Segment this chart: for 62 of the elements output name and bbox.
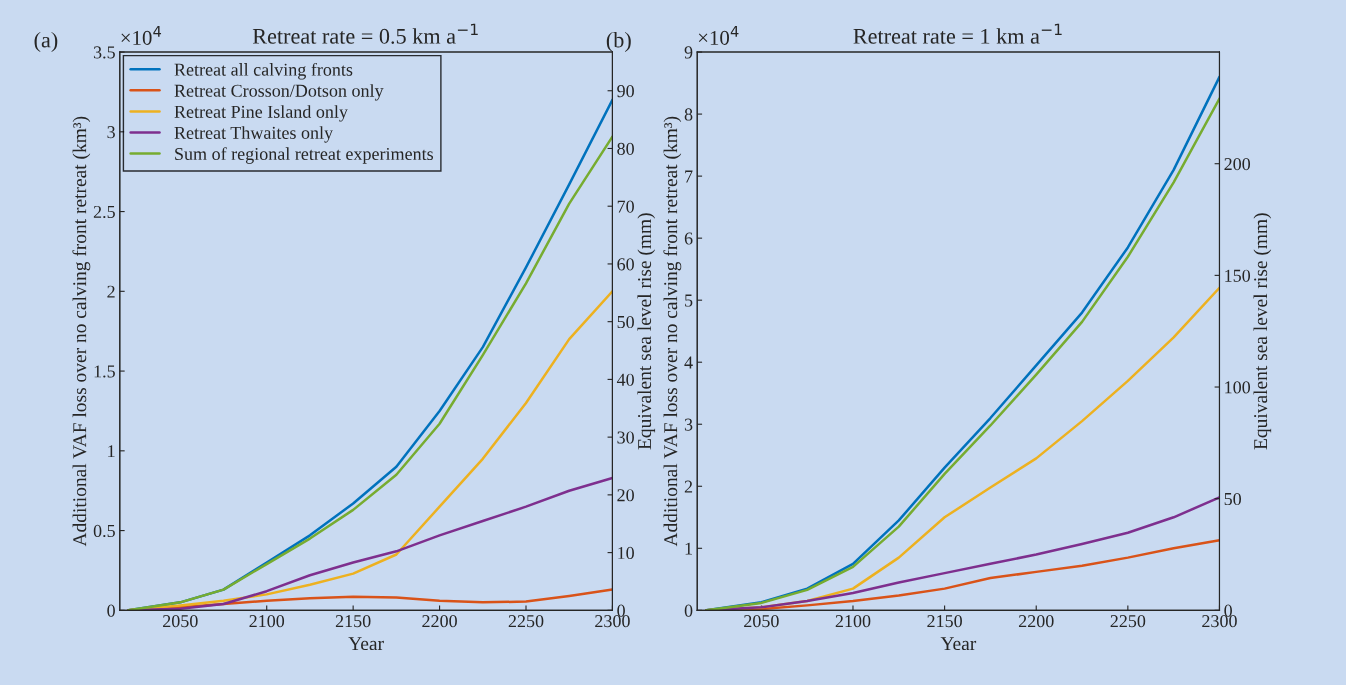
y-tick-label: 5 [685, 294, 693, 307]
x-tick-label: 2300 [1202, 615, 1237, 628]
text: ×10$^{4}$ [698, 26, 739, 45]
x-tick-label: 2150 [927, 615, 962, 628]
x-tick-label: 2250 [1110, 615, 1146, 628]
y-tick-label: 0 [107, 604, 115, 617]
y-tick-label: 9 [684, 46, 693, 59]
y2-axis-title: Equivalent sea level rise (mm) [637, 213, 656, 450]
chart-title: Retreat rate = 0.5 km a$^{−1}$ [252, 23, 478, 44]
x-tick-label: 2200 [422, 615, 457, 628]
x-tick-label: 2050 [163, 615, 198, 628]
y-tick-label: 0 [684, 604, 693, 617]
x-tick-label: 2300 [595, 615, 630, 628]
legend-label: Retreat Crosson/Dotson only [174, 84, 384, 101]
y-tick-label: 6 [684, 232, 693, 245]
y-tick-label: 0.5 [93, 524, 115, 538]
y2-tick-label: 10 [618, 546, 634, 560]
y-tick-label: 3.5 [93, 46, 115, 59]
legend-label: Retreat all calving fronts [174, 62, 353, 80]
y2-tick-label: 70 [617, 200, 634, 213]
y2-axis-title: Equivalent sea level rise (mm) [1253, 213, 1272, 450]
chart-title: Retreat rate = 1 km a$^{−1}$ [853, 23, 1062, 44]
y-tick-label: 7 [685, 170, 693, 183]
x-tick-label: 2150 [335, 615, 371, 628]
y-tick-label: 2 [107, 285, 115, 298]
x-tick-label: 2100 [249, 615, 285, 628]
y-axis-title: Additional VAF loss over no calving front retreat (km³) [663, 116, 682, 547]
y-tick-label: 2 [684, 480, 693, 493]
y2-tick-label: 60 [617, 258, 634, 271]
y2-tick-label: 0 [617, 604, 625, 617]
x-tick-label: 2050 [744, 615, 779, 628]
y-tick-label: 2.5 [93, 205, 115, 219]
x-axis-title: Year [940, 637, 977, 651]
y2-tick-label: 0 [1224, 604, 1232, 617]
text: (a) [34, 31, 58, 53]
legend-label: Retreat Thwaites only [174, 126, 334, 143]
text: ×10$^{4}$ [121, 26, 162, 45]
y2-tick-label: 100 [1225, 381, 1251, 394]
y2-tick-label: 90 [617, 85, 634, 98]
y2-tick-label: 50 [1224, 492, 1242, 506]
y2-tick-label: 20 [617, 489, 634, 502]
y2-tick-label: 30 [617, 431, 634, 444]
y2-tick-label: 150 [1225, 269, 1251, 282]
y-tick-label: 1 [685, 542, 692, 555]
y-tick-label: 4 [684, 356, 693, 369]
y-axis-title: Additional VAF loss over no calving front retreat (km³) [72, 116, 91, 547]
y-tick-label: 8 [684, 108, 693, 121]
y2-tick-label: 50 [617, 315, 634, 329]
x-tick-label: 2250 [508, 615, 544, 628]
y2-tick-label: 40 [616, 373, 634, 386]
x-axis-title: Year [348, 637, 384, 651]
y-tick-label: 3 [684, 418, 693, 431]
y-tick-label: 1 [108, 445, 115, 458]
x-tick-label: 2200 [1018, 615, 1054, 628]
legend-label: Sum of regional retreat experiments [175, 147, 434, 164]
legend-label: Retreat Pine Island only [174, 105, 348, 122]
y-tick-label: 3 [107, 126, 115, 139]
x-tick-label: 2100 [835, 615, 871, 628]
text: (b) [606, 31, 631, 53]
y2-tick-label: 200 [1224, 157, 1251, 171]
y2-tick-label: 80 [617, 142, 634, 155]
y-tick-label: 1.5 [94, 365, 115, 378]
